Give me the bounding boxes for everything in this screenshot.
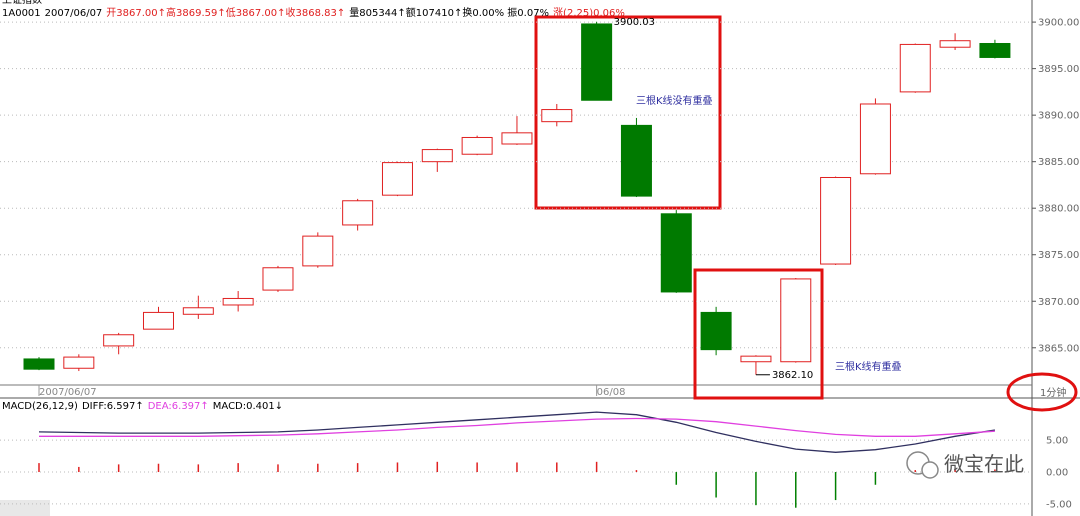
chart-title: 上证指数 <box>2 0 42 6</box>
watermark: 微宝在此 <box>906 451 1024 479</box>
candle-body <box>421 149 453 163</box>
annotation: 3862.10 <box>772 370 813 381</box>
period-label[interactable]: 1分钟 <box>1040 386 1066 399</box>
x-tick-label: 06/08 <box>597 387 626 398</box>
candle-body <box>820 176 852 265</box>
candle-body <box>381 162 413 196</box>
info-item: 量805344↑额107410↑换0.00% 振0.07% <box>349 6 549 19</box>
candle-body <box>103 334 135 347</box>
candle-body <box>262 267 294 291</box>
y-tick-label: 3895.00 <box>1038 64 1079 75</box>
candle-body <box>740 355 772 363</box>
y-tick-label: 3890.00 <box>1038 111 1079 122</box>
candle-body <box>859 103 891 175</box>
candle-body <box>63 356 95 369</box>
candle-body <box>979 42 1011 58</box>
macd-line <box>39 417 995 437</box>
y-tick-label: 3900.00 <box>1038 18 1079 29</box>
legend-item: MACD:0.401↓ <box>213 401 283 412</box>
candle-body <box>660 213 692 293</box>
corner-block <box>0 500 50 516</box>
candle-body <box>620 124 652 197</box>
candle-body <box>342 200 374 226</box>
highlight-ellipse <box>1006 372 1078 412</box>
y-tick-label: 3865.00 <box>1038 343 1079 354</box>
candle-body <box>541 109 573 123</box>
info-item: 开3867.00↑高3869.59↑低3867.00↑收3868.83↑ <box>106 6 345 19</box>
info-item: 涨(2.25)0.06% <box>553 7 625 19</box>
watermark-text: 微宝在此 <box>944 452 1024 476</box>
candle-body <box>700 311 732 351</box>
candle-body <box>302 235 334 267</box>
x-tick-label: 2007/06/07 <box>39 387 97 398</box>
y-tick-label: 0.00 <box>1046 468 1068 479</box>
y-tick-label: -5.00 <box>1046 499 1072 510</box>
candle-body <box>581 23 613 101</box>
candle-body <box>23 358 55 370</box>
annotation: 3900.03 <box>614 17 655 28</box>
candle-body <box>182 307 214 315</box>
y-tick-label: 3880.00 <box>1038 204 1079 215</box>
legend-item: DIFF:6.597↑ <box>82 401 144 412</box>
y-tick-label: 5.00 <box>1046 436 1068 447</box>
macd-line <box>38 411 996 453</box>
y-tick-label: 3870.00 <box>1038 297 1079 308</box>
info-line: 1A0001 2007/06/07 开3867.00↑高3869.59↑低3867.… <box>2 6 625 19</box>
y-tick-label: 3885.00 <box>1038 157 1079 168</box>
legend-title: MACD(26,12,9) <box>2 401 78 412</box>
y-tick-label: 3875.00 <box>1038 250 1079 261</box>
watermark-icon <box>921 461 939 479</box>
candle-body <box>780 278 812 363</box>
annotation: 三根K线有重叠 <box>835 360 902 373</box>
candle-body <box>899 43 931 93</box>
macd-legend: MACD(26,12,9) DIFF:6.597↑ DEA:6.397↑ MACD:0… <box>2 401 283 412</box>
candle-body <box>939 40 971 48</box>
info-item: 1A0001 <box>2 8 41 19</box>
candle-body <box>501 132 533 145</box>
candle-body <box>142 311 174 330</box>
legend-item: DEA:6.397↑ <box>148 401 209 412</box>
annotation: 三根K线没有重叠 <box>636 94 713 107</box>
info-item: 2007/06/07 <box>45 8 103 19</box>
candle-body <box>461 136 493 155</box>
candle-body <box>222 297 254 306</box>
highlight-box <box>693 268 824 400</box>
